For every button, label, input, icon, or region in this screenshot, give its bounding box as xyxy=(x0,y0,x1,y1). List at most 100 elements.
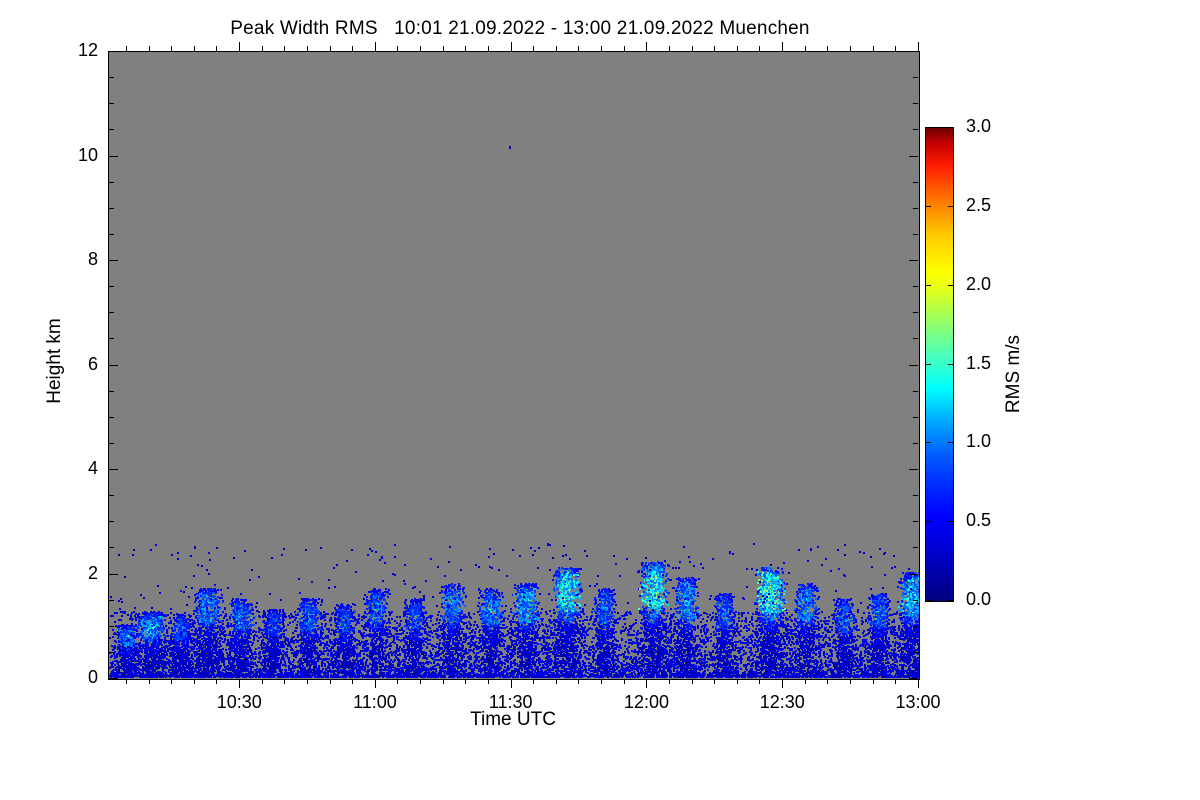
y-major-tick xyxy=(109,365,118,366)
y-minor-tick xyxy=(109,103,114,104)
y-major-tick-right xyxy=(909,469,918,470)
y-major-tick xyxy=(109,574,118,575)
x-minor-tick xyxy=(352,679,353,684)
y-tick-label: 2 xyxy=(87,562,98,583)
x-minor-tick xyxy=(307,679,308,684)
x-minor-tick-top xyxy=(262,46,263,51)
x-minor-tick xyxy=(443,679,444,684)
colorbar-tick-left xyxy=(926,285,931,286)
x-minor-tick xyxy=(624,679,625,684)
y-minor-tick-right xyxy=(913,103,918,104)
x-minor-tick xyxy=(126,679,127,684)
y-minor-tick-right xyxy=(913,600,918,601)
y-minor-tick xyxy=(109,600,114,601)
y-minor-tick xyxy=(109,129,114,130)
x-major-tick-top xyxy=(375,42,376,51)
x-major-tick xyxy=(918,679,919,688)
x-minor-tick xyxy=(330,679,331,684)
y-minor-tick xyxy=(109,77,114,78)
x-minor-tick xyxy=(692,679,693,684)
x-minor-tick-top xyxy=(850,46,851,51)
y-minor-tick-right xyxy=(913,182,918,183)
x-minor-tick xyxy=(465,679,466,684)
x-minor-tick-top xyxy=(533,46,534,51)
x-minor-tick xyxy=(420,679,421,684)
colorbar-tick-label: 3.0 xyxy=(966,116,992,136)
y-minor-tick-right xyxy=(913,129,918,130)
x-minor-tick-top xyxy=(352,46,353,51)
y-tick-label: 0 xyxy=(87,667,98,687)
x-minor-tick-top xyxy=(759,46,760,51)
y-minor-tick-right xyxy=(913,391,918,392)
heatmap-canvas xyxy=(109,52,919,679)
colorbar-tick xyxy=(948,600,953,601)
x-minor-tick xyxy=(895,679,896,684)
colorbar-tick-label: 0.0 xyxy=(966,589,992,609)
x-minor-tick xyxy=(194,679,195,684)
x-minor-tick xyxy=(149,679,150,684)
x-major-tick-top xyxy=(646,42,647,51)
y-tick-label: 6 xyxy=(87,353,98,374)
colorbar-tick xyxy=(948,364,953,365)
y-minor-tick-right xyxy=(913,208,918,209)
x-tick-label: 10:30 xyxy=(216,692,262,712)
x-major-tick xyxy=(646,679,647,688)
x-minor-tick-top xyxy=(873,46,874,51)
colorbar-tick-left xyxy=(926,206,931,207)
x-minor-tick-top xyxy=(488,46,489,51)
y-major-tick xyxy=(109,156,118,157)
y-minor-tick-right xyxy=(913,626,918,627)
colorbar-tick-label: 2.5 xyxy=(966,194,992,215)
y-minor-tick xyxy=(109,443,114,444)
x-minor-tick-top xyxy=(827,46,828,51)
y-major-tick-right xyxy=(909,156,918,157)
x-major-tick-top xyxy=(918,42,919,51)
colorbar-tick-left xyxy=(926,364,931,365)
y-tick-label: 8 xyxy=(87,249,98,269)
y-minor-tick-right xyxy=(913,521,918,522)
x-minor-tick-top xyxy=(216,46,217,51)
y-minor-tick xyxy=(109,286,114,287)
x-minor-tick xyxy=(737,679,738,684)
x-major-tick xyxy=(782,679,783,688)
y-minor-tick-right xyxy=(913,652,918,653)
x-minor-tick-top xyxy=(669,46,670,51)
colorbar-tick xyxy=(948,127,953,128)
y-major-tick xyxy=(109,51,118,52)
colorbar-tick xyxy=(948,206,953,207)
x-minor-tick-top xyxy=(737,46,738,51)
x-minor-tick-top xyxy=(556,46,557,51)
y-minor-tick xyxy=(109,234,114,235)
y-minor-tick-right xyxy=(913,547,918,548)
x-axis-title: Time UTC xyxy=(470,709,556,730)
x-minor-tick xyxy=(759,679,760,684)
x-minor-tick xyxy=(714,679,715,684)
plot-area[interactable] xyxy=(108,51,920,680)
y-minor-tick xyxy=(109,391,114,392)
y-major-tick-right xyxy=(909,678,918,679)
x-minor-tick-top xyxy=(284,46,285,51)
x-minor-tick xyxy=(805,679,806,684)
x-tick-label: 13:00 xyxy=(895,692,941,712)
x-minor-tick-top xyxy=(895,46,896,51)
colorbar-tick-left xyxy=(926,127,931,128)
colorbar-title: RMS m/s xyxy=(1003,334,1024,414)
x-minor-tick-top xyxy=(149,46,150,51)
y-major-tick xyxy=(109,678,118,679)
x-minor-tick-top xyxy=(171,46,172,51)
x-major-tick xyxy=(239,679,240,688)
y-major-tick xyxy=(109,469,118,470)
x-minor-tick-top xyxy=(465,46,466,51)
y-major-tick-right xyxy=(909,365,918,366)
x-minor-tick-top xyxy=(714,46,715,51)
x-minor-tick xyxy=(171,679,172,684)
y-major-tick xyxy=(109,260,118,261)
x-major-tick-top xyxy=(239,42,240,51)
x-tick-label: 11:00 xyxy=(353,692,397,712)
colorbar-tick xyxy=(948,285,953,286)
y-tick-label: 12 xyxy=(77,40,98,60)
x-minor-tick-top xyxy=(330,46,331,51)
x-minor-tick xyxy=(669,679,670,684)
x-minor-tick-top xyxy=(443,46,444,51)
x-minor-tick xyxy=(284,679,285,684)
